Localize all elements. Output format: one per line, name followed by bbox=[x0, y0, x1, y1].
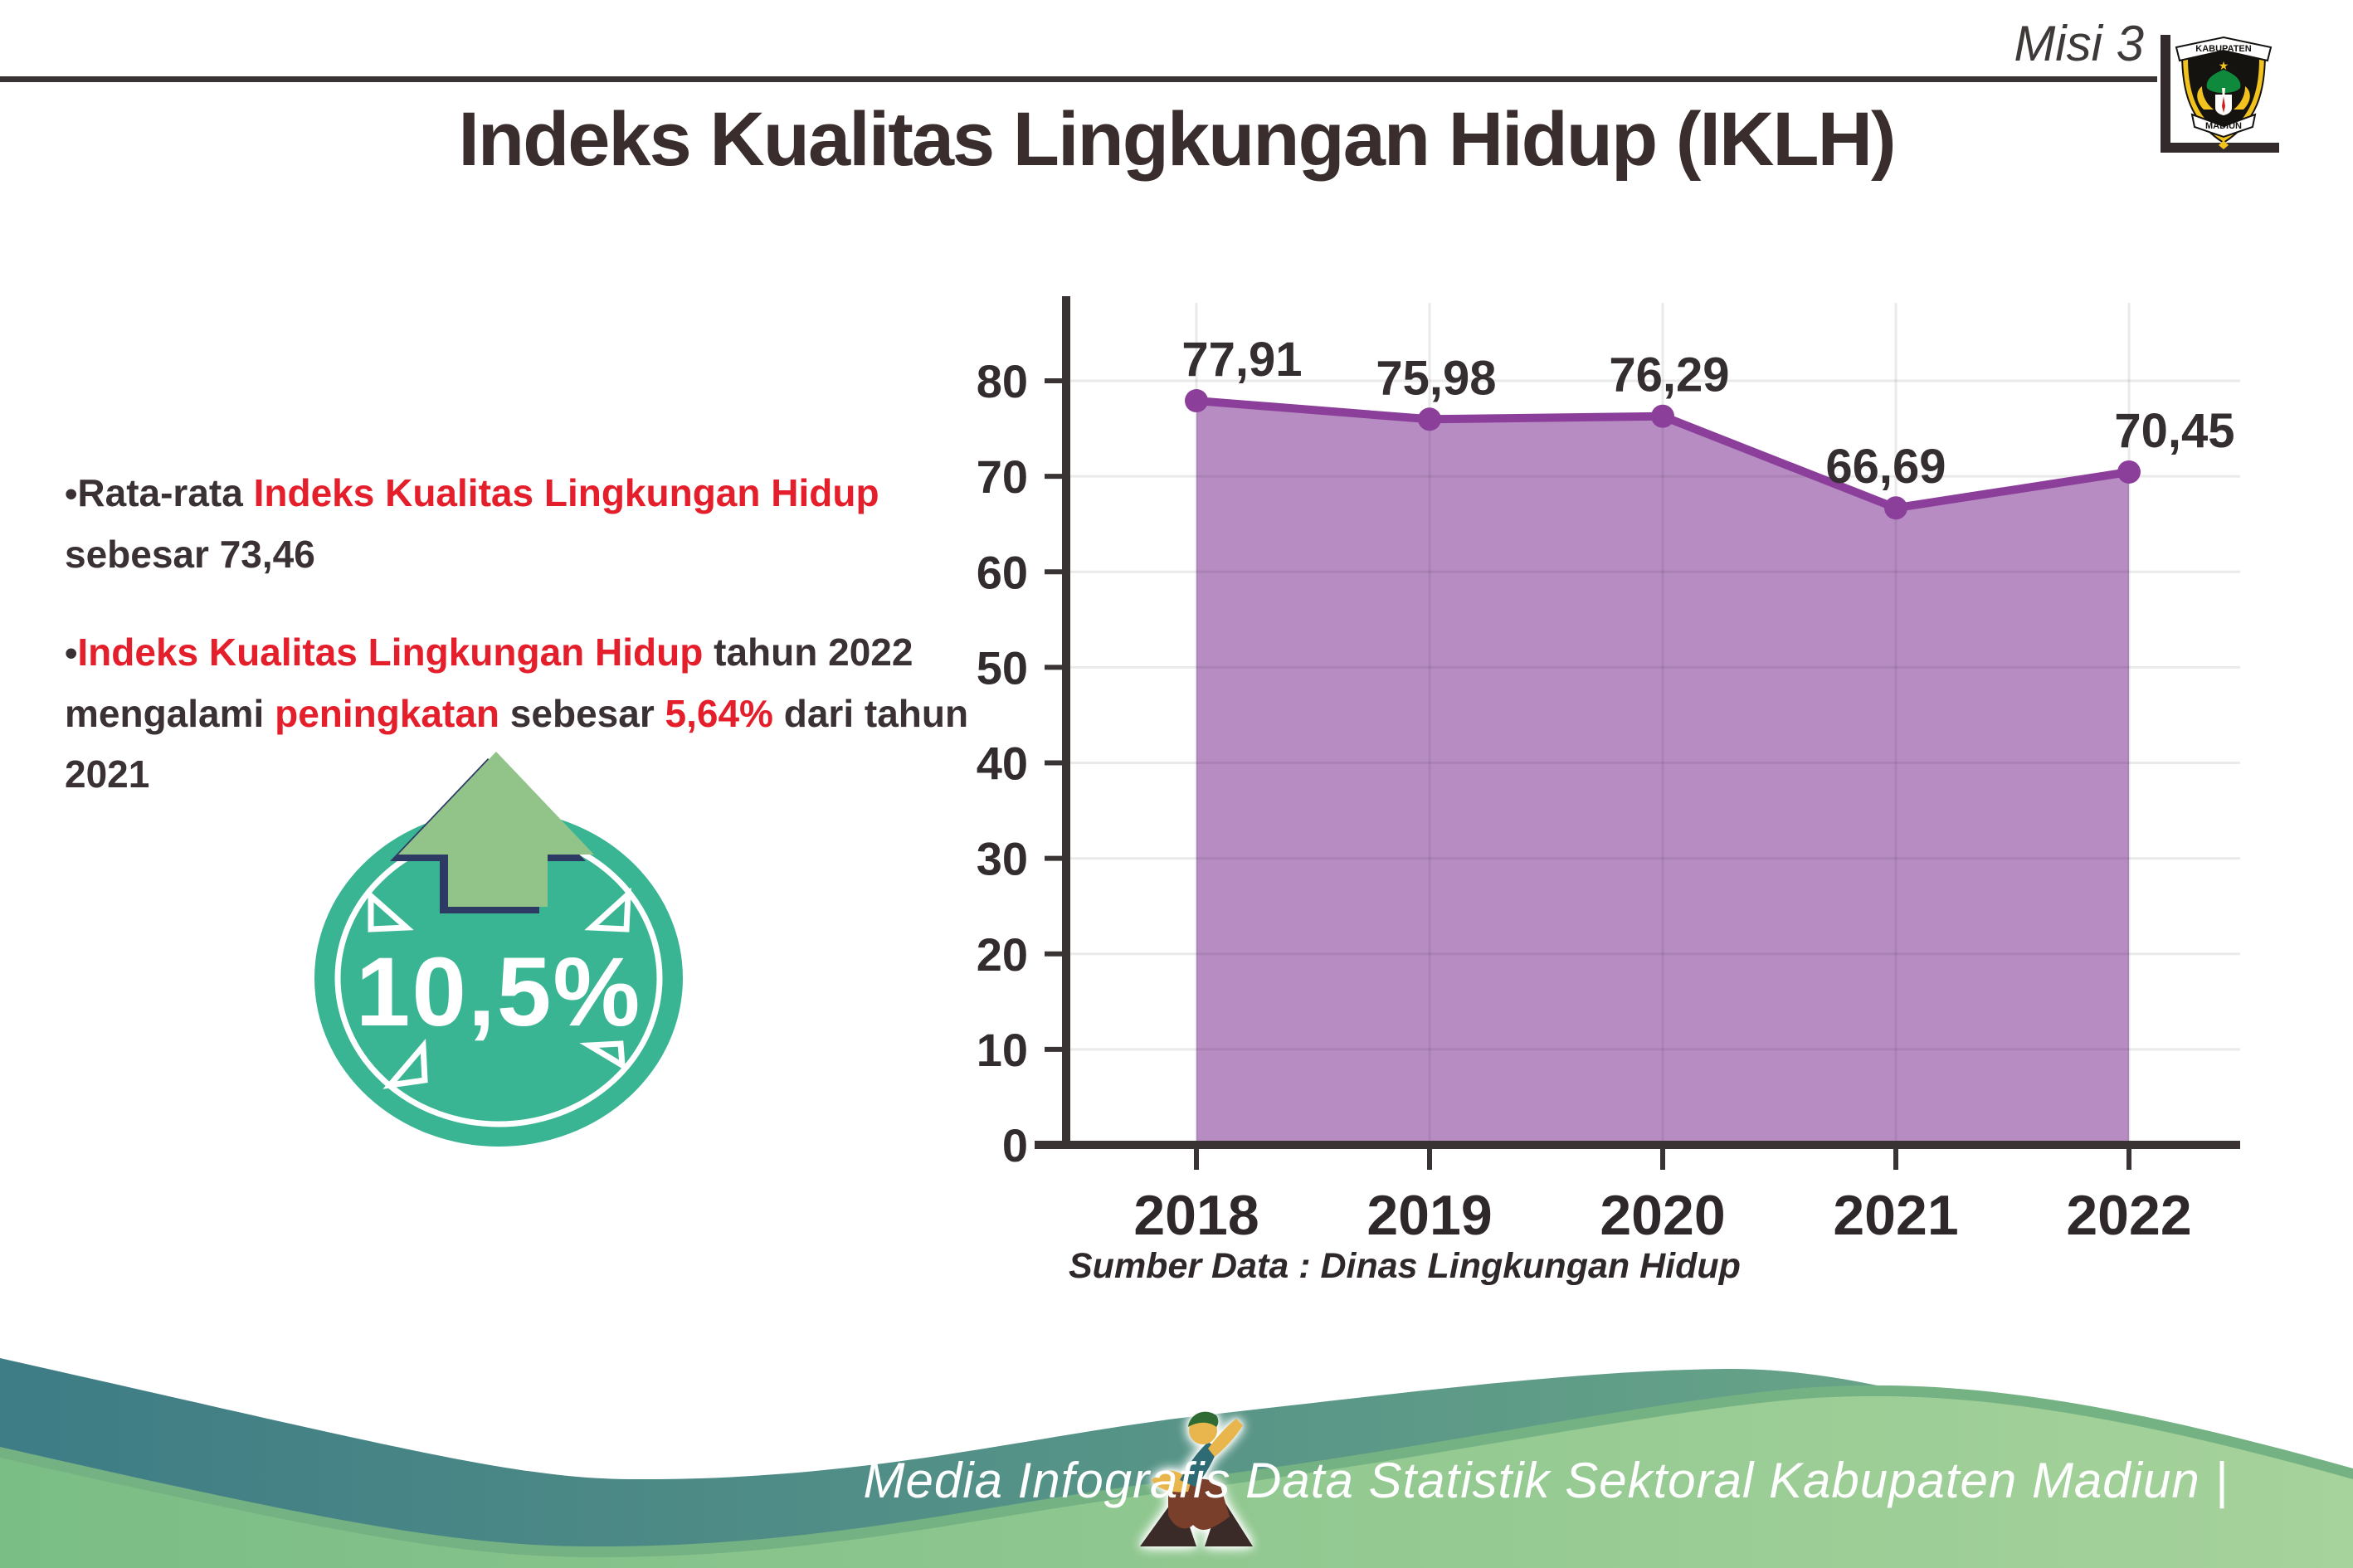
y-tick-label: 10 bbox=[977, 1024, 1028, 1076]
x-tick-label: 2018 bbox=[1133, 1184, 1259, 1247]
x-tick-label: 2020 bbox=[1600, 1184, 1725, 1247]
mascot-left-arm bbox=[1152, 1470, 1191, 1493]
kabupaten-madiun-logo-icon: KABUPATEN ★ MADIUN bbox=[2175, 36, 2273, 149]
data-point bbox=[1418, 407, 1441, 431]
bullet-average-iklh: •Rata-rata Indeks Kualitas Lingkungan Hi… bbox=[65, 463, 994, 585]
y-tick-label: 0 bbox=[1002, 1119, 1028, 1171]
y-tick-label: 30 bbox=[977, 833, 1028, 885]
badge-value: 10,5% bbox=[356, 937, 642, 1047]
logo-tip bbox=[2219, 140, 2229, 149]
mascot-right-arm bbox=[1208, 1419, 1243, 1457]
logo-top-banner-text: KABUPATEN bbox=[2195, 44, 2251, 54]
logo-top-banner bbox=[2175, 36, 2273, 62]
chart-area-fill bbox=[1196, 401, 2129, 1145]
bullet2-text-red2: peningkatan bbox=[275, 692, 500, 735]
logo-corner-bracket-vertical bbox=[2161, 35, 2170, 153]
y-tick-label: 60 bbox=[977, 546, 1028, 598]
y-tick-label: 80 bbox=[977, 355, 1028, 407]
badge-spark-se bbox=[579, 1040, 626, 1071]
data-value-label: 76,29 bbox=[1609, 348, 1729, 402]
y-tick-label: 20 bbox=[977, 928, 1028, 981]
mission-label: Misi 3 bbox=[2014, 16, 2144, 71]
bullet1-text-dark: Rata-rata bbox=[77, 471, 254, 514]
x-tick-label: 2019 bbox=[1366, 1184, 1492, 1247]
badge-spark-nw bbox=[368, 889, 414, 933]
footer-wave-decoration bbox=[0, 1358, 2353, 1568]
bullet2-text-red3: 5,64% bbox=[665, 692, 773, 735]
y-tick-label: 70 bbox=[977, 450, 1028, 503]
bullet2-text-dark2: sebesar bbox=[499, 692, 665, 735]
bullet1-text-red: Indeks Kualitas Lingkungan Hidup bbox=[253, 471, 879, 514]
data-value-label: 66,69 bbox=[1825, 440, 1946, 494]
dancer-mascot-icon bbox=[1140, 1411, 1253, 1546]
header-divider-line bbox=[0, 76, 2157, 82]
up-arrow-icon bbox=[398, 752, 594, 907]
badge-spark-ne bbox=[584, 887, 631, 933]
x-tick-label: 2022 bbox=[2066, 1184, 2191, 1247]
data-point bbox=[1651, 404, 1674, 428]
bullet-marker: • bbox=[65, 474, 78, 514]
bullet2-text-dark1: tahun 2022 mengalami bbox=[65, 631, 913, 735]
data-point bbox=[1884, 496, 1907, 520]
bullet-marker: • bbox=[65, 633, 78, 674]
logo-bottom-banner bbox=[2190, 113, 2257, 139]
bullet1-text-dark2: sebesar 73,46 bbox=[65, 533, 315, 576]
bullet2-text-red1: Indeks Kualitas Lingkungan Hidup bbox=[77, 631, 704, 674]
logo-right-wing bbox=[2234, 86, 2250, 110]
logo-dagger bbox=[2222, 96, 2225, 113]
y-tick-label: 40 bbox=[977, 738, 1028, 790]
y-tick-label: 50 bbox=[977, 641, 1028, 694]
logo-left-wing bbox=[2197, 86, 2214, 110]
data-point bbox=[1185, 389, 1208, 413]
logo-star-icon: ★ bbox=[2219, 59, 2229, 72]
mascot-beret bbox=[1188, 1411, 1219, 1427]
data-value-label: 70,45 bbox=[2114, 404, 2234, 458]
bullet-iklh-increase: •Indeks Kualitas Lingkungan Hidup tahun … bbox=[65, 622, 1040, 805]
bullet2-text-dark3: dari tahun 2021 bbox=[65, 692, 969, 796]
data-value-label: 77,91 bbox=[1181, 333, 1302, 387]
iklh-area-chart: 0 10 20 30 40 50 60 70 80 2018 2019 2020 2021 2022 77,… bbox=[977, 296, 2240, 1247]
mascot-right-leg bbox=[1205, 1497, 1253, 1546]
x-tick-label: 2021 bbox=[1833, 1184, 1958, 1247]
badge-spark-sw bbox=[382, 1038, 428, 1089]
logo-tree-icon bbox=[2206, 70, 2241, 93]
mascot-sash bbox=[1180, 1442, 1218, 1487]
footer-credit-text: Media Infografis Data Statistik Sektoral… bbox=[863, 1453, 2229, 1508]
footer-wave-green bbox=[0, 1395, 2353, 1568]
data-point bbox=[2117, 460, 2141, 484]
data-value-label: 75,98 bbox=[1376, 351, 1496, 405]
logo-corner-bracket-horizontal bbox=[2161, 143, 2279, 153]
page-title: Indeks Kualitas Lingkungan Hidup (IKLH) bbox=[458, 97, 1896, 182]
increase-percentage-badge: 10,5% bbox=[314, 752, 683, 1147]
logo-bottom-banner-text: MADIUN bbox=[2205, 121, 2242, 131]
chart-source-note: Sumber Data : Dinas Lingkungan Hidup bbox=[1069, 1246, 1741, 1286]
